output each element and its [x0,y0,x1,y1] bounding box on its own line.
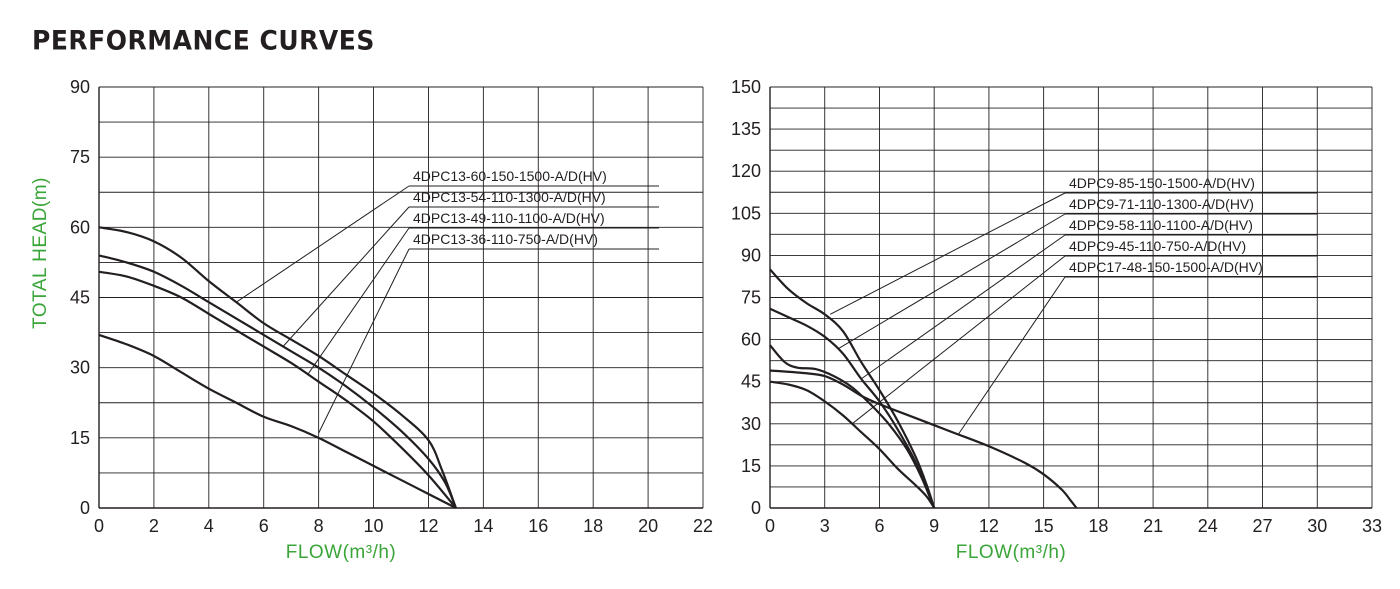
y-tick-label: 105 [731,203,761,223]
legend-label: 4DPC9-71-110-1300-A/D(HV) [1069,196,1254,212]
y-tick-label: 15 [70,428,90,448]
y-tick-label: 90 [741,245,761,265]
x-tick-label: 8 [314,516,324,536]
series-line [769,307,936,509]
x-tick-label: 14 [473,516,493,536]
y-tick-label: 150 [731,77,761,97]
y-tick-label: 60 [741,330,761,350]
x-tick-label: 30 [1307,516,1327,536]
series-line [769,344,936,509]
y-tick-label: 45 [70,288,90,308]
legend-label: 4DPC17-48-150-1500-A/D(HV) [1069,259,1263,275]
legend-leader-line [839,213,1066,349]
legend-leader-line [282,206,410,347]
x-tick-label: 22 [693,516,713,536]
x-tick-label: 16 [528,516,548,536]
y-tick-label: 60 [70,217,90,237]
y-tick-label: 30 [741,414,761,434]
legend-label: 4DPC9-58-110-1100-A/D(HV) [1069,217,1253,233]
x-tick-label: 0 [94,516,104,536]
y-tick-label: 90 [70,77,90,97]
series-line [769,268,936,509]
chart-2: 0 3 6 9 12 15 18 21 24 27 30 33 0 15 30 45 60 75 90 105 120 1… [731,77,1382,563]
x-tick-label: 27 [1253,516,1273,536]
legend-label: 4DPC13-49-110-1100-A/D(HV) [413,210,605,226]
legend-leader-line [307,227,410,375]
legend-label: 4DPC13-54-110-1300-A/D(HV) [413,189,606,205]
x-tick-label: 20 [638,516,658,536]
x-tick-label: 6 [874,516,884,536]
y-tick-label: 0 [751,498,761,518]
x-tick-label: 21 [1143,516,1163,536]
legend-leader-line [851,255,1066,425]
y-tick-label: 15 [741,456,761,476]
x-tick-label: 3 [820,516,830,536]
legend-leader-line [318,248,410,434]
x-tick-label: 10 [364,516,384,536]
y-tick-label: 120 [731,161,761,181]
legend-leader-line [235,185,410,303]
legend-leader-line [957,276,1066,436]
x-tick-label: 0 [765,516,775,536]
legend-leader-line [860,234,1066,380]
y-tick-label: 0 [80,498,90,518]
x-tick-label: 12 [979,516,999,536]
y-tick-label: 75 [741,288,761,308]
x-tick-label: 18 [1088,516,1108,536]
legend-label: 4DPC9-85-150-1500-A/D(HV) [1069,175,1255,191]
page-title: PERFORMANCE CURVES [32,25,375,56]
series-line [98,254,457,509]
x-tick-label: 15 [1034,516,1054,536]
chart-1: 0 2 4 6 8 10 12 14 16 18 20 22 0 15 30 45 60 75 90 FLOW(m³/… [30,77,713,563]
y-tick-label: 135 [731,119,761,139]
x-axis-label: FLOW(m³/h) [956,542,1067,563]
x-axis-label: FLOW(m³/h) [286,542,397,563]
x-tick-label: 24 [1198,516,1218,536]
y-axis-label: TOTAL HEAD(m) [30,177,51,329]
legend-label: 4DPC13-36-110-750-A/D(HV) [413,231,598,247]
series-line [98,226,457,509]
series-line [98,270,457,509]
x-tick-label: 6 [259,516,269,536]
y-tick-label: 30 [70,358,90,378]
y-tick-label: 45 [741,372,761,392]
x-tick-label: 4 [204,516,214,536]
legend-label: 4DPC9-45-110-750-A/D(HV) [1069,238,1246,254]
x-tick-label: 9 [929,516,939,536]
series-line [769,369,1078,509]
legend-leader-line [829,192,1066,315]
x-tick-label: 2 [149,516,159,536]
x-tick-label: 12 [418,516,438,536]
series-line [98,333,457,509]
series-line [769,380,936,509]
x-tick-label: 18 [583,516,603,536]
legend-label: 4DPC13-60-150-1500-A/D(HV) [413,168,607,184]
y-tick-label: 75 [70,147,90,167]
x-tick-label: 33 [1362,516,1382,536]
